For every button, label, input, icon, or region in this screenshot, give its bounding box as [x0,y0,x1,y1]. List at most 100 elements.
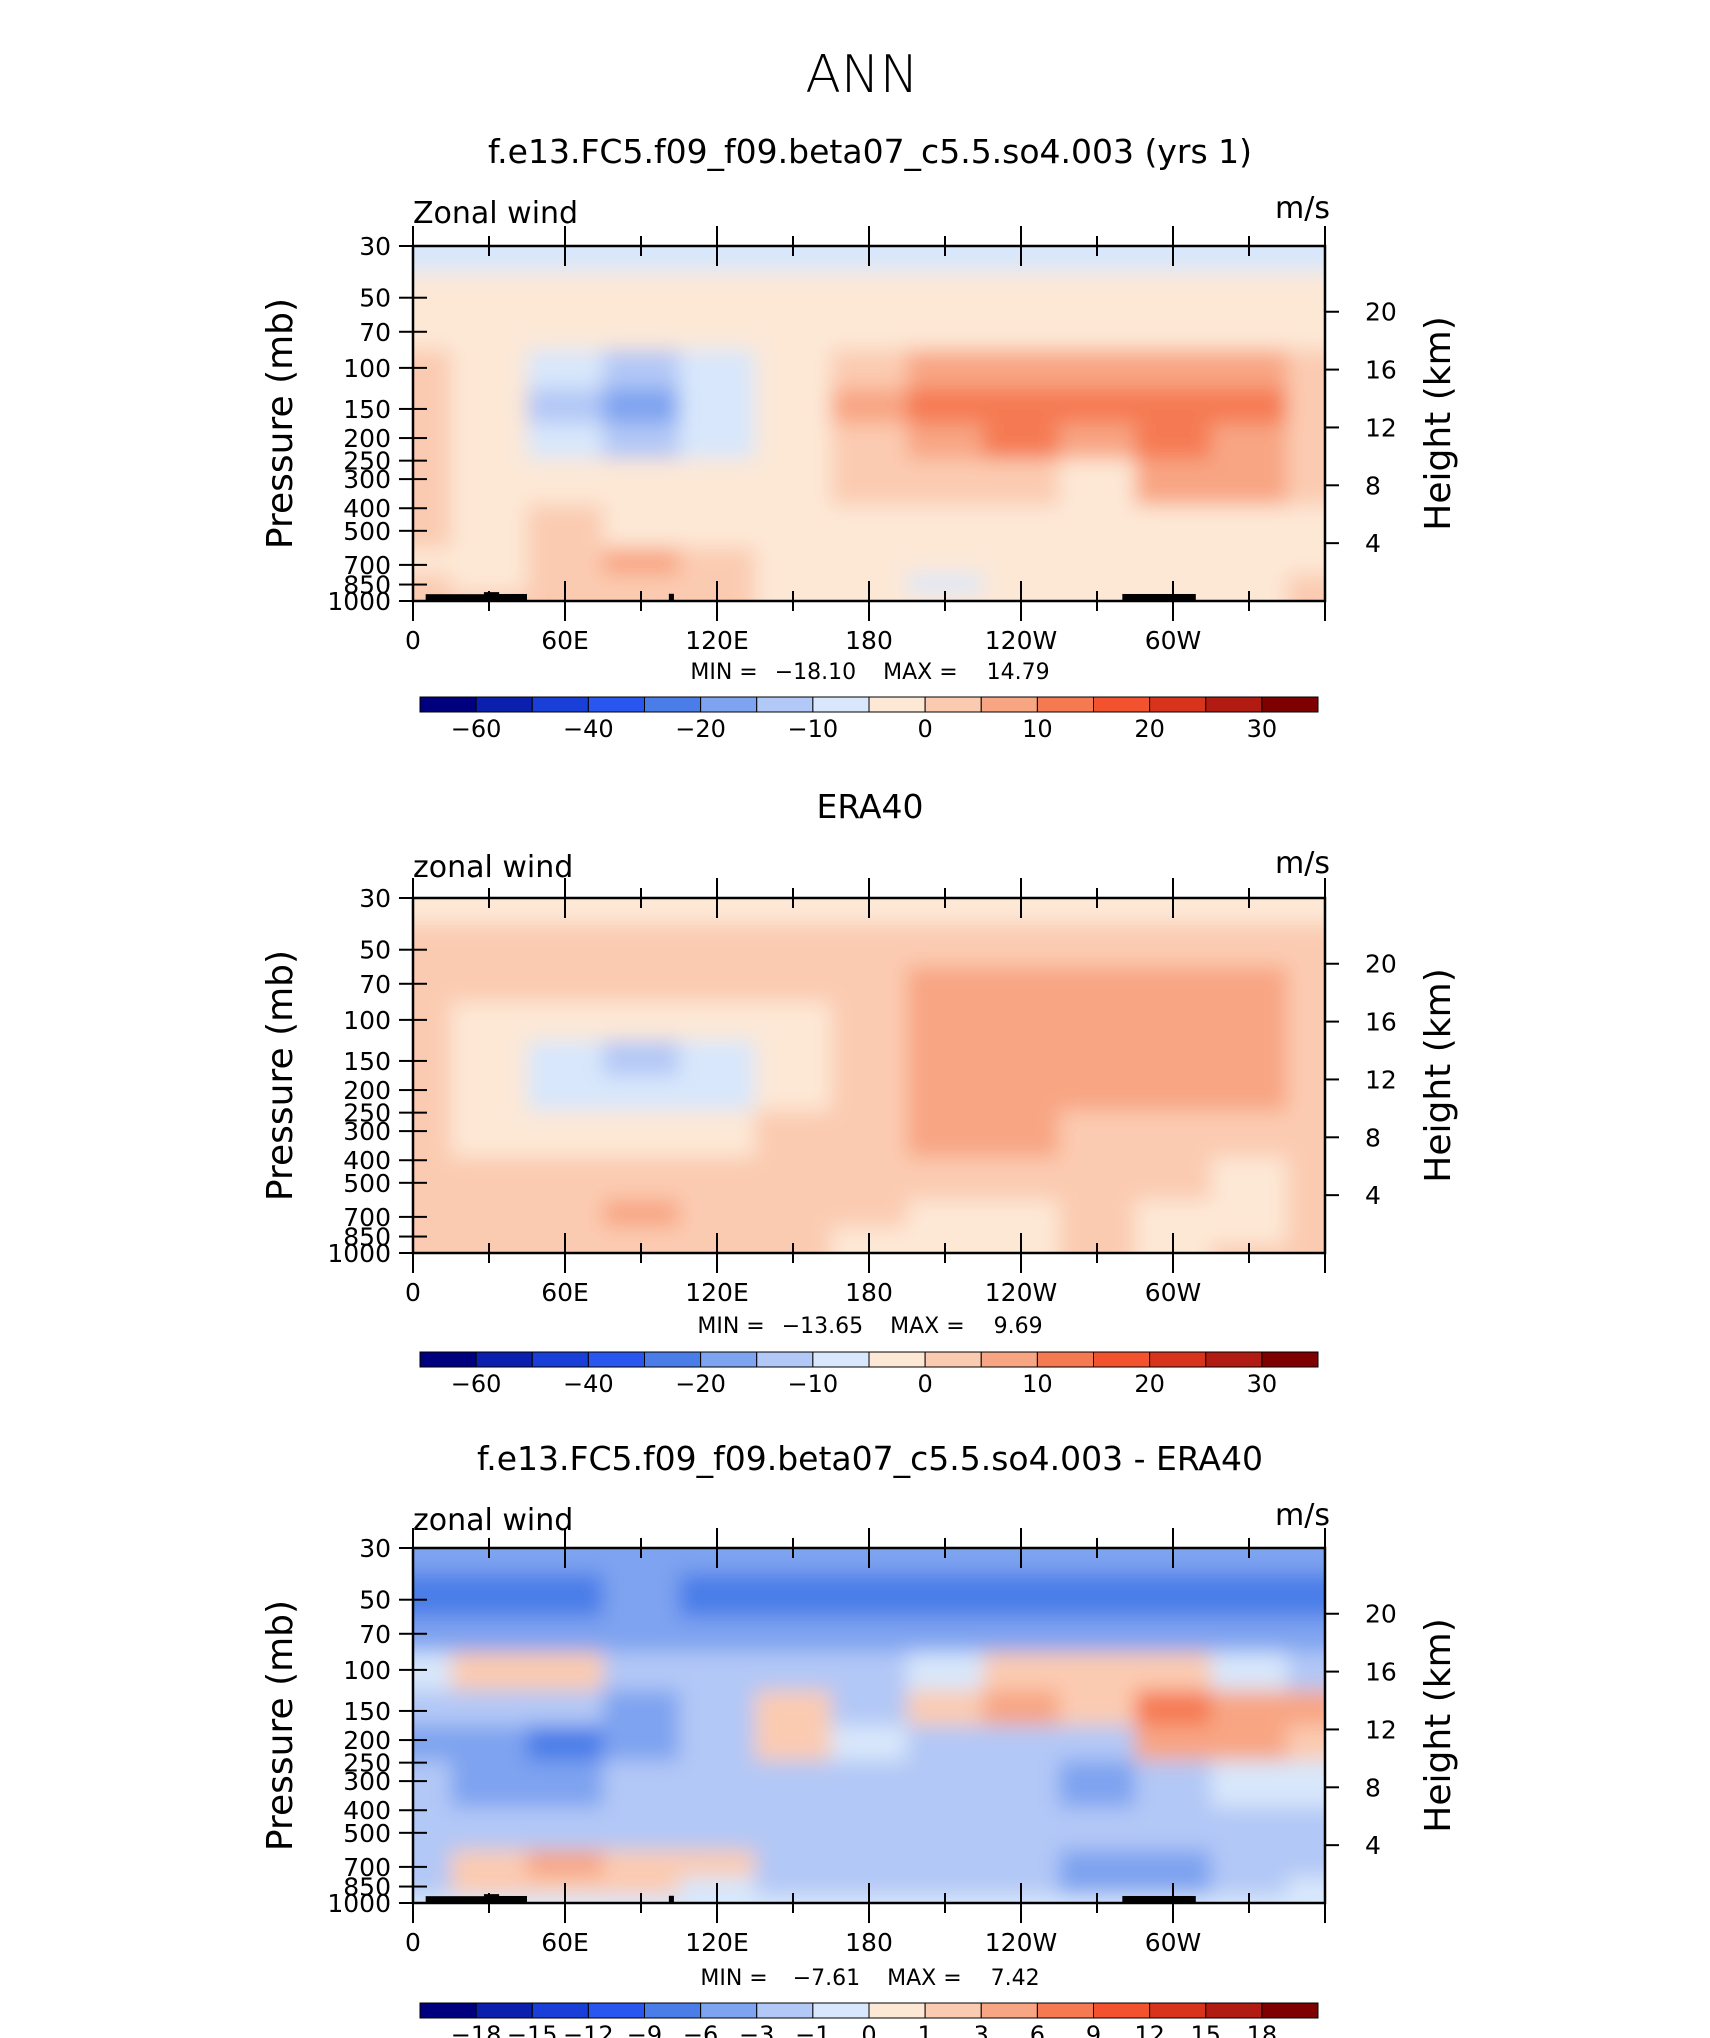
colorbar-label: 3 [974,2021,989,2038]
min-label: MIN = [697,1314,764,1339]
contour-cell [527,458,604,506]
panel-diff: f.e13.FC5.f09_f09.beta07_c5.5.so4.003 - … [260,1439,1459,2038]
contour-cell [451,547,528,576]
colorbar-box [644,2002,702,2019]
contour-cell [755,314,832,351]
colorbar-box [868,696,926,713]
contour-cell [1287,1573,1325,1618]
contour-cell [451,966,528,1003]
contour-cell [907,1156,984,1201]
topography-block [668,1895,674,1903]
colorbar-box [644,1351,702,1368]
contour-cell [1059,1806,1136,1851]
right-axis-label: Height (km) [1418,316,1459,530]
contour-cell [755,574,832,594]
contour-cell [527,1849,604,1878]
contour-cell [527,1725,604,1762]
contour-cell [1211,1075,1288,1112]
contour-cell [451,1156,528,1201]
pressure-tick-label: 1000 [327,587,391,616]
lon-tick-label: 0 [405,1278,421,1307]
contour-cell [1135,388,1212,424]
min-label: MIN = [700,1966,767,1991]
contour-cell [1287,1760,1325,1808]
colorbar-box [1093,2002,1151,2019]
pressure-tick-label: 250 [343,1749,391,1778]
contour-cell [983,1806,1060,1851]
contour-cell [1211,1573,1288,1618]
contour-cell [1211,1226,1288,1246]
contour-cell [413,504,452,549]
contour-cell [907,1616,984,1653]
colorbar-box [475,696,533,713]
contour-cell [983,314,1060,351]
contour-cell [755,1806,832,1851]
contour-cell [755,1199,832,1228]
height-tick-label: 20 [1365,298,1397,327]
contour-cell [451,1876,528,1896]
left-axis-label: Pressure (mb) [260,298,301,549]
contour-cell [983,1001,1060,1041]
lon-tick-label: 120W [985,626,1057,655]
contour-cell [451,458,528,506]
contour-cell [603,458,680,506]
colorbar-label: −60 [451,715,502,743]
pressure-tick-label: 300 [343,1767,391,1796]
contour-cell [527,1156,604,1201]
contour-cell [603,1040,680,1076]
contour-cell [1287,388,1325,424]
contour-cell [831,1040,908,1076]
contour-cell [755,966,832,1003]
pressure-tick-label: 100 [343,1656,391,1685]
pressure-tick-label: 70 [359,318,391,347]
contour-cell [413,1806,452,1851]
contour-cell [1211,1110,1288,1158]
pressure-tick-label: 200 [343,1726,391,1755]
colorbar-label: −20 [675,1370,726,1398]
contour-cell [1135,1573,1212,1618]
contour-field [413,898,1325,1253]
contour-cell [527,1110,604,1158]
contour-cell [1287,1876,1325,1896]
contour-cell [413,547,452,576]
contour-cell [983,1156,1060,1201]
contour-cell [603,1876,680,1896]
contour-cell [1059,423,1136,460]
contour-cell [413,1040,452,1076]
colorbar-label: 0 [917,1370,932,1398]
colorbar-box [1093,696,1151,713]
contour-cell [983,1760,1060,1808]
contour-cell [755,1156,832,1201]
contour-cell [1287,246,1325,273]
contour-cell [983,923,1060,968]
topography-block [425,594,497,601]
height-tick-label: 20 [1365,950,1397,979]
colorbar-label: −6 [683,2021,718,2038]
contour-cell [907,923,984,968]
contour-cell [907,1725,984,1762]
colorbar-box [587,696,645,713]
contour-cell [1059,1690,1136,1726]
contour-cell [831,314,908,351]
colorbar-label: 1 [917,2021,932,2038]
colorbar-label: −1 [795,2021,830,2038]
contour-cell [527,547,604,576]
colorbar-box [980,696,1038,713]
contour-cell [1287,1725,1325,1762]
pressure-tick-label: 70 [359,970,391,999]
contour-cell [755,504,832,549]
colorbar-label: −60 [451,1370,502,1398]
contour-cell [527,314,604,351]
contour-cell [1135,1040,1212,1076]
colorbar-box [531,1351,589,1368]
contour-cell [983,1616,1060,1653]
colorbar-label: 20 [1134,1370,1165,1398]
contour-cell [831,1156,908,1201]
contour-cell [1059,1760,1136,1808]
contour-cell [451,1849,528,1878]
colorbar-box [812,2002,870,2019]
colorbar [419,2002,1319,2019]
colorbar-label: −9 [627,2021,662,2038]
contour-cell [1211,547,1288,576]
lon-tick-label: 60E [541,626,589,655]
